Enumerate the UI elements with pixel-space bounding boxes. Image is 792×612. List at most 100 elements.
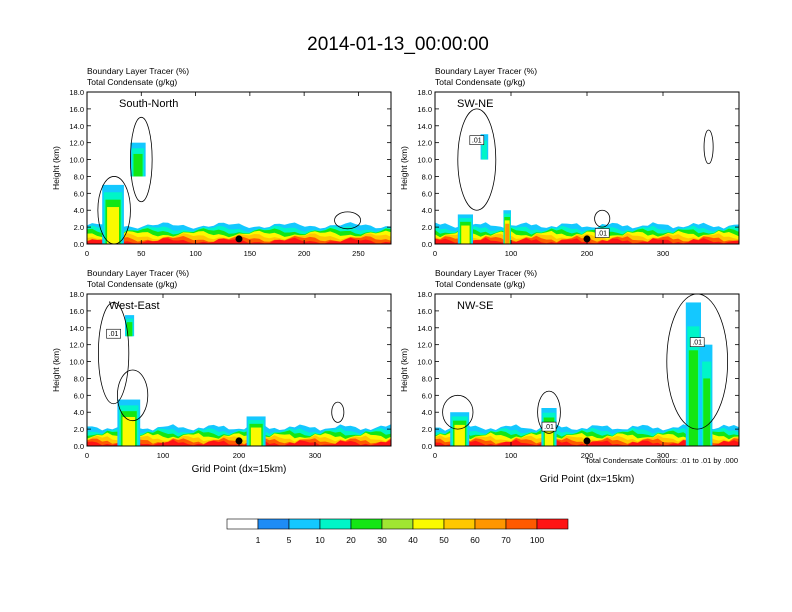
y-tick-label: 2.0 — [422, 425, 432, 434]
x-tick-label: 200 — [233, 451, 246, 460]
panel-3: Boundary Layer Tracer (%)Total Condensat… — [51, 268, 392, 475]
y-tick-label: 16.0 — [69, 307, 84, 316]
condensate-contour — [117, 369, 149, 422]
condensate-contour — [334, 211, 362, 230]
plume-layer — [688, 350, 698, 446]
condensate-contour — [442, 394, 474, 430]
panel-header-line: Total Condensate (g/kg) — [87, 279, 177, 289]
y-tick-label: 0.0 — [74, 240, 84, 249]
plot-frame — [86, 91, 392, 245]
condensate-contour — [703, 129, 714, 165]
figure-title: 2014-01-13_00:00:00 — [307, 34, 489, 55]
y-tick-label: 4.0 — [74, 206, 84, 215]
location-marker — [583, 235, 591, 243]
colorbar-label: 60 — [470, 535, 480, 545]
y-tick-label: 14.0 — [69, 324, 84, 333]
x-tick-label: 100 — [157, 451, 170, 460]
condensate-contour — [594, 209, 611, 228]
contour-label-box — [106, 328, 121, 339]
tracer-field — [87, 116, 391, 244]
x-tick-label: 50 — [137, 249, 145, 258]
panel-2: Boundary Layer Tracer (%)Total Condensat… — [399, 66, 740, 258]
contour-label-box — [469, 135, 485, 145]
y-tick-label: 6.0 — [74, 391, 84, 400]
y-tick-label: 6.0 — [422, 391, 432, 400]
y-tick-label: 8.0 — [422, 374, 432, 383]
x-axis-label: Grid Point (dx=15km) — [540, 474, 635, 485]
contour-label-box — [594, 228, 610, 238]
y-tick-label: 4.0 — [74, 408, 84, 417]
condensate-contour — [666, 294, 728, 430]
plume-layer — [703, 378, 711, 446]
plume-layer — [250, 427, 262, 446]
y-axis-label: Height (km) — [399, 146, 409, 190]
y-tick-label: 2.0 — [74, 425, 84, 434]
location-marker — [583, 437, 591, 445]
colorbar-swatch — [226, 518, 259, 530]
y-tick-label: 12.0 — [417, 139, 432, 148]
colorbar-swatch — [443, 518, 476, 530]
x-tick-label: 200 — [298, 249, 311, 258]
location-marker — [235, 437, 243, 445]
y-tick-label: 14.0 — [417, 324, 432, 333]
contour-label-box — [689, 337, 705, 347]
condensate-contour — [331, 401, 345, 423]
panel-header-line: Boundary Layer Tracer (%) — [435, 66, 537, 76]
y-tick-label: 8.0 — [74, 374, 84, 383]
plume-layer — [461, 225, 470, 244]
x-tick-label: 150 — [244, 249, 257, 258]
x-tick-label: 300 — [657, 451, 670, 460]
colorbar-label: 1 — [256, 535, 261, 545]
x-tick-label: 0 — [433, 249, 437, 258]
panel-label: SW-NE — [457, 98, 493, 110]
y-tick-label: 2.0 — [74, 223, 84, 232]
panel-4: Boundary Layer Tracer (%)Total Condensat… — [399, 268, 740, 485]
y-tick-label: 16.0 — [417, 105, 432, 114]
colorbar-swatch — [381, 518, 414, 530]
plume-layer — [454, 424, 465, 446]
y-tick-label: 10.0 — [69, 358, 84, 367]
panels: Boundary Layer Tracer (%)Total Condensat… — [51, 66, 740, 485]
y-tick-label: 12.0 — [69, 139, 84, 148]
panel-header-line: Total Condensate (g/kg) — [435, 77, 525, 87]
panel-header-line: Total Condensate (g/kg) — [435, 279, 525, 289]
x-tick-label: 0 — [433, 451, 437, 460]
colorbar-label: 10 — [315, 535, 325, 545]
x-tick-label: 250 — [352, 249, 365, 258]
contour-note: Total Condensate Contours: .01 to .01 by… — [585, 456, 738, 465]
y-tick-label: 18.0 — [417, 88, 432, 97]
condensate-contour — [130, 116, 153, 203]
colorbar-swatch — [474, 518, 507, 530]
y-tick-label: 4.0 — [422, 206, 432, 215]
plume-layer — [126, 322, 133, 337]
contour-label: .01 — [472, 138, 482, 145]
panel-1: Boundary Layer Tracer (%)Total Condensat… — [51, 66, 392, 258]
colorbar-swatch — [505, 518, 538, 530]
y-tick-label: 16.0 — [417, 307, 432, 316]
x-axis-label: Grid Point (dx=15km) — [192, 464, 287, 475]
contour-label: .01 — [692, 340, 702, 347]
colorbar-swatch — [412, 518, 445, 530]
location-marker — [235, 235, 243, 243]
y-tick-label: 4.0 — [422, 408, 432, 417]
colorbar-label: 30 — [377, 535, 387, 545]
colorbar-label: 100 — [530, 535, 544, 545]
colorbar-label: 50 — [439, 535, 449, 545]
tracer-field — [435, 294, 739, 446]
y-tick-label: 0.0 — [74, 442, 84, 451]
panel-label: West-East — [109, 300, 160, 312]
y-tick-label: 12.0 — [417, 341, 432, 350]
x-tick-label: 0 — [85, 451, 89, 460]
y-axis-label: Height (km) — [51, 146, 61, 190]
colorbar-swatch — [319, 518, 352, 530]
y-tick-label: 12.0 — [69, 341, 84, 350]
y-tick-label: 2.0 — [422, 223, 432, 232]
x-tick-label: 100 — [505, 249, 518, 258]
panel-header-line: Boundary Layer Tracer (%) — [87, 66, 189, 76]
y-tick-label: 6.0 — [422, 189, 432, 198]
contour-label: .01 — [109, 331, 119, 338]
x-tick-label: 200 — [581, 249, 594, 258]
colorbar-swatch — [288, 518, 321, 530]
plume-layer — [133, 153, 143, 177]
